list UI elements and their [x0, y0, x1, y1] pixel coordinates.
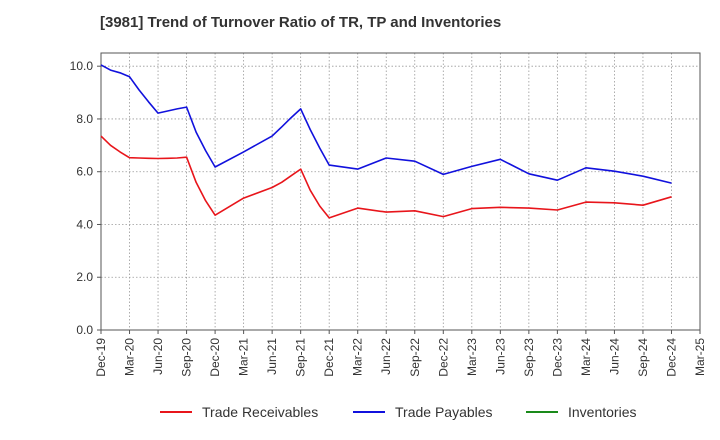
- series-line-trade-payables: [100, 64, 672, 184]
- series-line-trade-receivables: [100, 135, 672, 219]
- plot-border: [100, 52, 701, 331]
- x-tick-label: Sep-24: [636, 338, 650, 377]
- x-tick-label: Mar-25: [693, 338, 707, 376]
- legend-swatch-trade-payables: [353, 411, 385, 413]
- x-tick-label: Mar-21: [237, 338, 251, 376]
- legend-swatch-inventories: [526, 411, 558, 413]
- x-tick-label: Dec-22: [436, 338, 450, 377]
- legend-label-trade-receivables: Trade Receivables: [202, 404, 319, 420]
- x-tick-label: Dec-21: [322, 338, 336, 377]
- x-tick-label: Dec-23: [550, 338, 564, 377]
- x-tick-label: Dec-24: [664, 338, 678, 377]
- legend-label-trade-payables: Trade Payables: [395, 404, 493, 420]
- x-tick-label: Dec-20: [208, 338, 222, 377]
- y-tick-label: 10.0: [70, 59, 94, 73]
- x-tick-label: Mar-24: [579, 338, 593, 376]
- x-tick-label: Mar-23: [465, 338, 479, 376]
- x-tick-label: Jun-22: [379, 338, 393, 375]
- x-tick-label: Sep-23: [522, 338, 536, 377]
- x-tick-label: Mar-20: [123, 338, 137, 376]
- chart-title: [3981] Trend of Turnover Ratio of TR, TP…: [100, 14, 502, 31]
- x-tick-label: Jun-24: [607, 338, 621, 375]
- x-tick-label: Sep-22: [408, 338, 422, 377]
- x-tick-label: Mar-22: [351, 338, 365, 376]
- y-tick-label: 8.0: [76, 112, 93, 126]
- legend-swatch-trade-receivables: [160, 411, 192, 413]
- y-tick-label: 2.0: [76, 270, 93, 284]
- legend-item-inventories: Inventories: [526, 404, 636, 420]
- x-tick-label: Jun-20: [151, 338, 165, 375]
- x-tick-label: Sep-21: [294, 338, 308, 377]
- x-tick-label: Dec-19: [94, 338, 108, 377]
- plot-area: [101, 53, 700, 330]
- y-tick-label: 6.0: [76, 165, 93, 179]
- x-tick-label: Sep-20: [180, 338, 194, 377]
- legend-label-inventories: Inventories: [568, 404, 637, 420]
- legend-item-trade-receivables: Trade Receivables: [160, 404, 318, 420]
- x-tick-label: Jun-23: [493, 338, 507, 375]
- legend-item-trade-payables: Trade Payables: [353, 404, 493, 420]
- x-tick-label: Jun-21: [265, 338, 279, 375]
- y-tick-label: 0.0: [76, 323, 93, 337]
- y-tick-label: 4.0: [76, 217, 93, 231]
- legend: Trade Receivables Trade Payables Invento…: [0, 404, 720, 424]
